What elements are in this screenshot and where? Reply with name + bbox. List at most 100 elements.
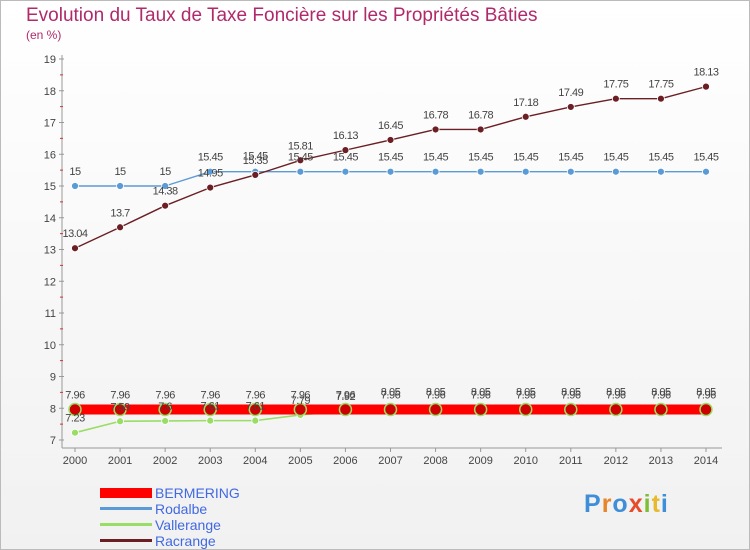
data-label-racrange: 17.75	[603, 79, 628, 91]
data-point-racrange	[251, 170, 260, 179]
data-label-bermering: 7.96	[471, 390, 491, 402]
data-point-bermering	[338, 402, 353, 417]
data-label-racrange: 17.49	[558, 87, 583, 99]
legend-swatch	[100, 488, 152, 498]
legend-swatch	[100, 539, 152, 542]
data-point-bermering	[654, 402, 668, 417]
y-tick-label: 14	[44, 213, 56, 225]
data-point-racrange	[702, 82, 710, 91]
y-tick-label: 7	[50, 435, 56, 447]
data-point-racrange	[71, 244, 79, 253]
data-label-vallerange: 7.61	[246, 401, 266, 413]
data-point-rodalbe	[161, 182, 170, 190]
data-point-bermering	[203, 402, 217, 417]
data-label-bermering: 7.96	[201, 390, 221, 402]
data-label-bermering: 7.96	[336, 390, 356, 402]
data-point-racrange	[341, 146, 350, 155]
data-label-racrange: 17.18	[513, 97, 538, 109]
data-point-racrange	[116, 223, 124, 232]
x-tick-label: 2008	[423, 455, 447, 467]
data-label-bermering: 7.96	[65, 390, 85, 402]
x-tick-label: 2012	[604, 455, 628, 467]
y-tick-label: 16	[44, 149, 56, 161]
data-label-vallerange: 8.05	[516, 387, 536, 399]
legend-label: Vallerange	[155, 517, 221, 533]
data-label-vallerange: 7.92	[336, 391, 356, 403]
data-point-bermering	[113, 402, 127, 417]
data-point-racrange	[206, 183, 215, 192]
data-point-rodalbe	[702, 167, 710, 176]
logo-letter: t	[651, 490, 661, 518]
data-label-racrange: 16.45	[378, 120, 403, 132]
data-label-rodalbe: 15	[114, 166, 126, 178]
data-label-rodalbe: 15.45	[288, 152, 313, 164]
x-tick-label: 2003	[198, 455, 222, 467]
data-label-vallerange: 8.05	[606, 387, 626, 399]
data-label-racrange: 15.81	[288, 140, 313, 152]
x-tick-label: 2002	[153, 455, 177, 467]
x-tick-label: 2005	[288, 455, 312, 467]
data-point-vallerange	[206, 416, 215, 425]
data-label-rodalbe: 15.45	[333, 152, 358, 164]
data-point-bermering	[248, 402, 263, 417]
logo-letter: r	[601, 490, 613, 518]
legend-swatch	[100, 507, 152, 510]
data-point-rodalbe	[521, 167, 530, 176]
y-tick-label: 12	[44, 276, 56, 288]
data-label-bermering: 7.96	[246, 390, 266, 402]
x-tick-label: 2004	[243, 455, 267, 467]
legend-label: BERMERING	[155, 485, 240, 501]
data-point-rodalbe	[657, 167, 665, 176]
data-label-racrange: 14.38	[153, 186, 178, 198]
data-label-racrange: 18.13	[693, 67, 718, 79]
legend-label: Rodalbe	[155, 501, 208, 517]
data-label-vallerange: 7.6	[158, 401, 172, 413]
data-label-bermering: 7.96	[516, 390, 536, 402]
data-label-rodalbe: 15.45	[468, 152, 493, 164]
data-point-racrange	[476, 125, 485, 134]
logo-letter: P	[584, 490, 602, 518]
data-point-rodalbe	[206, 167, 215, 176]
data-label-vallerange: 7.79	[291, 395, 311, 407]
data-point-racrange	[431, 125, 440, 134]
data-label-rodalbe: 15.45	[558, 152, 583, 164]
data-label-rodalbe: 15.45	[603, 152, 628, 164]
data-label-racrange: 14.95	[198, 168, 223, 180]
x-tick-label: 2010	[513, 455, 537, 467]
data-point-racrange	[386, 136, 395, 144]
y-tick-label: 17	[44, 118, 56, 130]
data-label-racrange: 16.13	[333, 130, 358, 142]
data-point-racrange	[521, 112, 530, 121]
y-tick-label: 10	[44, 340, 56, 352]
data-point-vallerange	[71, 428, 79, 437]
data-point-rodalbe	[296, 167, 305, 176]
data-label-vallerange: 7.23	[65, 413, 85, 425]
data-point-bermering	[473, 402, 488, 417]
data-point-bermering	[564, 402, 578, 417]
data-point-bermering	[699, 402, 713, 417]
y-tick-label: 19	[44, 54, 56, 66]
data-point-racrange	[657, 94, 665, 103]
data-point-bermering	[518, 402, 533, 417]
data-label-racrange: 13.7	[110, 207, 130, 219]
logo-letter: i	[643, 490, 652, 518]
data-point-bermering	[609, 402, 623, 417]
legend-label: Racrange	[155, 533, 216, 549]
data-point-rodalbe	[341, 167, 350, 176]
data-label-bermering: 7.96	[606, 390, 626, 402]
y-tick-label: 11	[45, 308, 56, 320]
data-label-vallerange: 8.05	[471, 387, 491, 399]
y-tick-label: 13	[44, 245, 56, 257]
logo-letter: i	[660, 490, 669, 518]
x-tick-label: 2000	[63, 455, 87, 467]
data-label-rodalbe: 15.45	[648, 152, 673, 164]
data-label-rodalbe: 15.45	[423, 152, 448, 164]
data-point-bermering	[158, 402, 172, 417]
data-point-rodalbe	[431, 167, 440, 176]
data-label-rodalbe: 15.45	[378, 152, 403, 164]
data-label-bermering: 7.96	[291, 390, 311, 402]
data-label-vallerange: 8.05	[561, 387, 581, 399]
data-point-rodalbe	[566, 167, 575, 176]
data-label-rodalbe: 15.45	[693, 152, 718, 164]
